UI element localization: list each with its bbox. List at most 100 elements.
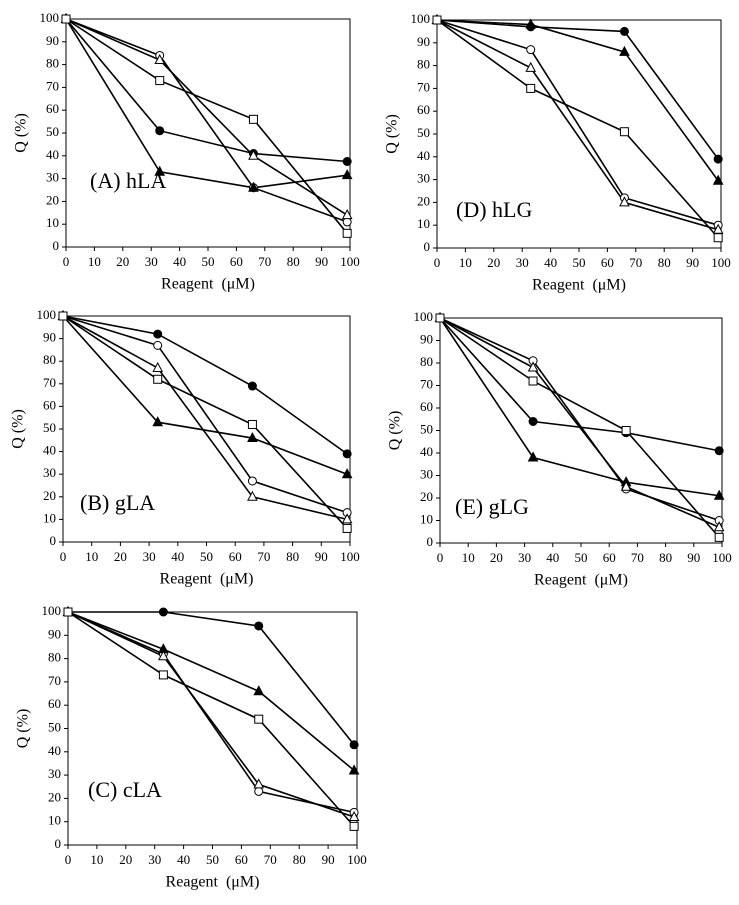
y-tick-label: 20	[43, 488, 56, 503]
x-axis-label: Reagent (μM)	[534, 572, 628, 589]
x-tick-label: 10	[459, 255, 472, 270]
y-axis-label: Q (%)	[10, 409, 27, 449]
x-tick-label: 80	[287, 254, 300, 269]
y-tick-label: 80	[417, 57, 430, 72]
marker	[621, 426, 631, 435]
x-tick-label: 50	[575, 550, 588, 565]
x-tick-label: 90	[315, 254, 328, 269]
y-tick-label: 30	[420, 466, 433, 481]
marker	[349, 821, 359, 831]
x-tick-label: 60	[603, 550, 616, 565]
x-tick-label: 10	[462, 550, 475, 565]
y-tick-label: 0	[55, 836, 62, 851]
panel-label: (A) hLA	[90, 168, 166, 193]
plot-frame	[65, 18, 351, 248]
series-line	[62, 315, 348, 529]
x-tick-label: 30	[143, 549, 156, 564]
y-tick-label: 70	[48, 673, 61, 688]
x-axis-label: Reagent (μM)	[160, 571, 254, 588]
marker	[247, 490, 258, 501]
y-tick-label: 0	[427, 534, 434, 549]
marker	[435, 313, 445, 323]
series-line	[65, 18, 348, 216]
y-tick-label: 10	[48, 813, 61, 828]
y-tick-label: 30	[48, 766, 61, 781]
marker	[152, 361, 164, 372]
y-tick-label: 20	[48, 789, 61, 804]
marker	[247, 431, 258, 443]
x-tick-label: 90	[687, 550, 700, 565]
marker	[349, 740, 359, 750]
y-tick-label: 50	[48, 719, 61, 734]
y-tick-label: 10	[43, 510, 56, 525]
y-tick-label: 100	[37, 307, 57, 322]
x-tick-label: 30	[518, 550, 531, 565]
y-tick-label: 100	[414, 309, 434, 324]
marker	[619, 45, 630, 56]
x-tick-label: 30	[148, 852, 161, 867]
marker	[153, 329, 163, 339]
x-tick-label: 90	[315, 549, 328, 564]
marker	[713, 233, 723, 243]
y-tick-label: 20	[46, 192, 59, 207]
marker	[248, 149, 259, 160]
y-tick-label: 90	[420, 331, 433, 346]
marker	[254, 786, 264, 796]
marker	[348, 764, 360, 775]
y-tick-label: 90	[46, 33, 59, 48]
y-tick-label: 70	[46, 78, 59, 93]
y-tick-label: 100	[40, 10, 60, 25]
series-line	[65, 18, 348, 223]
y-tick-label: 40	[48, 743, 61, 758]
y-tick-label: 10	[420, 511, 433, 526]
marker	[158, 650, 169, 661]
series-line	[65, 18, 348, 234]
marker	[348, 810, 360, 822]
y-tick-label: 80	[46, 56, 59, 71]
marker	[341, 468, 353, 479]
x-tick-label: 0	[63, 254, 70, 269]
marker	[61, 14, 71, 24]
marker	[714, 446, 724, 456]
y-tick-label: 60	[420, 399, 433, 414]
series-line	[68, 611, 355, 746]
series-line	[436, 19, 719, 160]
y-tick-label: 30	[417, 171, 430, 186]
x-tick-label: 60	[230, 254, 243, 269]
y-tick-label: 40	[46, 147, 59, 162]
marker	[155, 76, 165, 86]
x-tick-label: 40	[177, 852, 190, 867]
y-tick-label: 70	[420, 376, 433, 391]
marker	[254, 621, 264, 631]
marker	[158, 670, 168, 680]
y-tick-label: 50	[420, 421, 433, 436]
x-tick-label: 100	[340, 549, 360, 564]
marker	[713, 521, 725, 532]
marker	[63, 607, 73, 617]
marker	[248, 181, 259, 192]
y-axis-label: Q (%)	[13, 113, 30, 153]
y-tick-label: 50	[46, 124, 59, 139]
marker	[714, 532, 724, 542]
x-tick-label: 80	[659, 550, 672, 565]
x-tick-label: 10	[85, 549, 98, 564]
marker	[528, 417, 538, 426]
x-tick-label: 0	[437, 550, 444, 565]
series-line	[439, 317, 720, 497]
y-tick-label: 10	[417, 216, 430, 231]
x-axis-label: Reagent (μM)	[532, 277, 626, 294]
x-tick-label: 40	[544, 255, 557, 270]
marker	[247, 476, 257, 486]
y-tick-label: 60	[46, 101, 59, 116]
series-line	[436, 19, 719, 182]
x-tick-label: 70	[257, 549, 270, 564]
series-line	[67, 611, 355, 818]
y-tick-label: 70	[417, 79, 430, 94]
marker	[342, 523, 352, 533]
marker	[342, 449, 352, 459]
marker	[58, 311, 68, 321]
marker	[342, 157, 352, 166]
y-tick-label: 90	[48, 626, 61, 641]
marker	[248, 114, 258, 124]
y-tick-label: 60	[417, 102, 430, 117]
